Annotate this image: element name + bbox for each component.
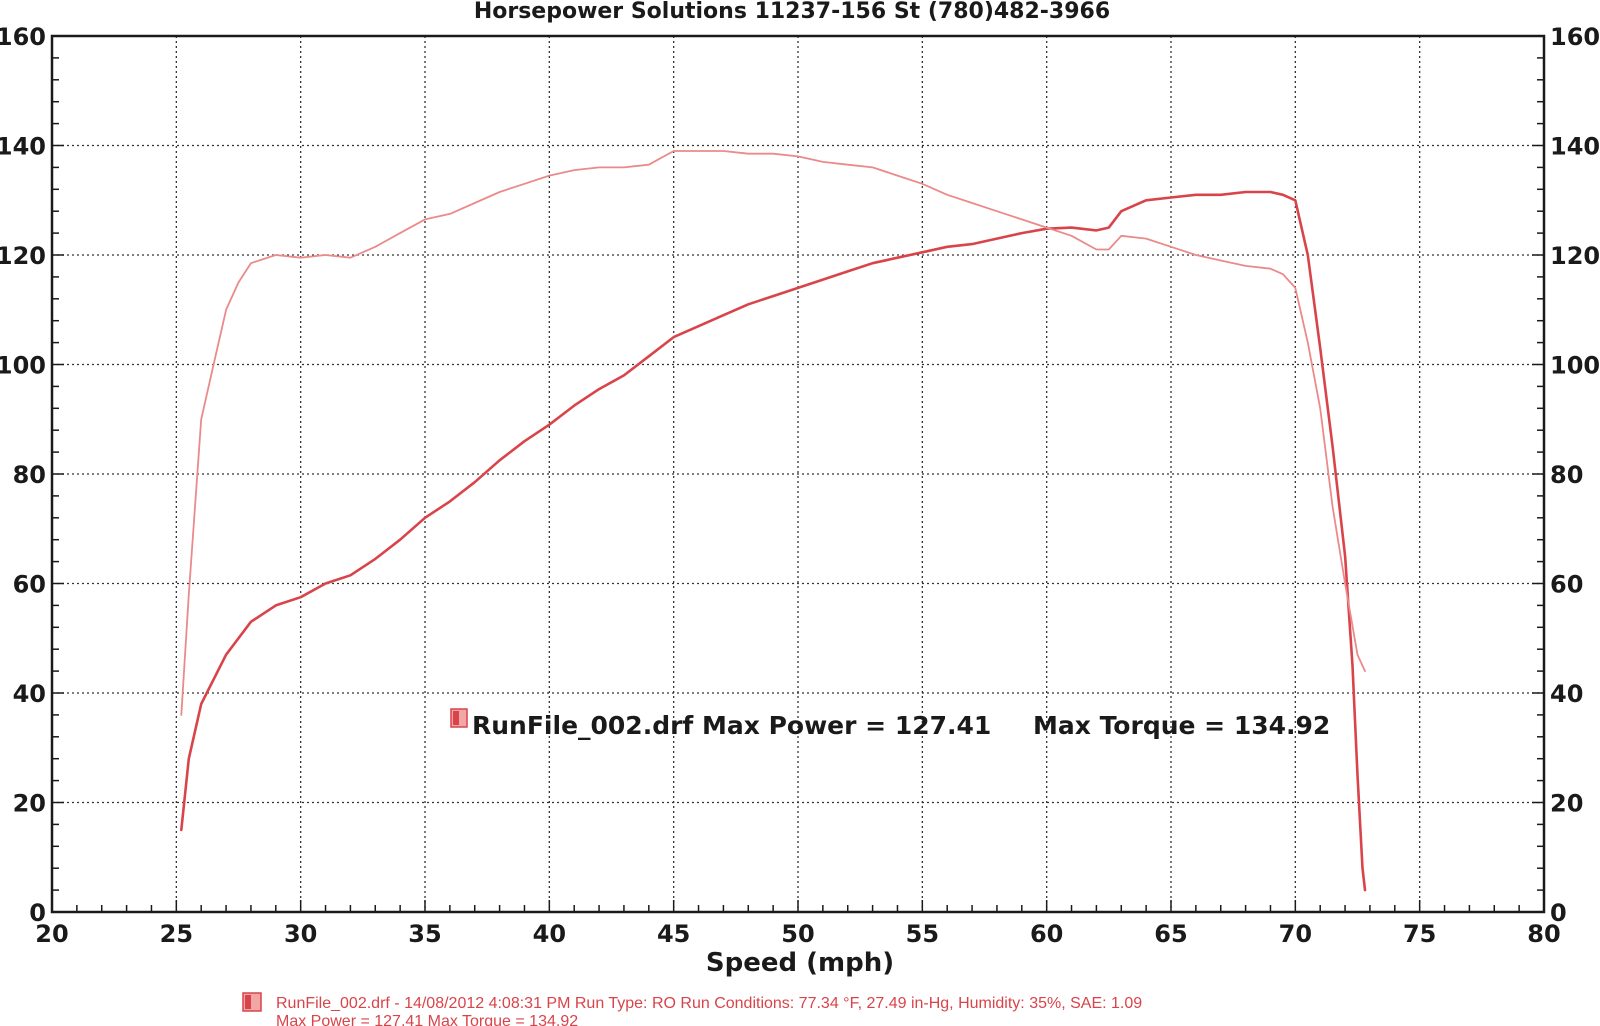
- x-tick-label: 55: [906, 920, 939, 948]
- y-tick-label-right: 140: [1550, 133, 1600, 161]
- y-tick-label-left: 140: [0, 133, 46, 161]
- y-tick-label-left: 120: [0, 242, 46, 270]
- series-line-power: [180, 190, 1367, 892]
- x-tick-label: 40: [533, 920, 566, 948]
- y-tick-label-right: 80: [1550, 461, 1583, 489]
- y-tick-label-right: 0: [1550, 899, 1567, 927]
- y-tick-label-right: 120: [1550, 242, 1600, 270]
- x-axis-label: Speed (mph): [706, 948, 894, 978]
- footer-run-info: RunFile_002.drf - 14/08/2012 4:08:31 PM …: [276, 995, 1142, 1012]
- x-tick-label: 75: [1403, 920, 1436, 948]
- y-tick-label-right: 40: [1550, 680, 1583, 708]
- y-tick-label-left: 20: [13, 790, 46, 818]
- plot-frame: [50, 34, 1546, 914]
- x-tick-label: 30: [284, 920, 317, 948]
- x-tick-label: 50: [781, 920, 814, 948]
- x-tick-label: 20: [35, 920, 68, 948]
- x-tick-label: 80: [1527, 920, 1560, 948]
- y-tick-label-left: 80: [13, 461, 46, 489]
- x-tick-label: 35: [408, 920, 441, 948]
- grid: [52, 36, 1544, 912]
- y-tick-label-right: 100: [1550, 352, 1600, 380]
- legend: RunFile_002.drf Max Power = 127.41 Max T…: [450, 708, 1330, 740]
- y-tick-label-left: 160: [0, 23, 46, 51]
- legend-label-power: RunFile_002.drf Max Power = 127.41: [472, 711, 991, 740]
- x-tick-label: 45: [657, 920, 690, 948]
- footer: RunFile_002.drf - 14/08/2012 4:08:31 PM …: [242, 992, 1142, 1026]
- y-tick-label-right: 60: [1550, 571, 1583, 599]
- y-tick-labels-right: 0 20 40 60 80 100 120 140 160: [1550, 23, 1600, 927]
- y-tick-label-left: 60: [13, 571, 46, 599]
- series-layer: [180, 150, 1367, 892]
- y-tick-label-right: 20: [1550, 790, 1583, 818]
- y-tick-label-right: 160: [1550, 23, 1600, 51]
- series-line-torque: [180, 150, 1366, 716]
- chart-title: Horsepower Solutions 11237-156 St (780)4…: [474, 0, 1110, 24]
- y-tick-label-left: 100: [0, 352, 46, 380]
- legend-label-torque: Max Torque = 134.92: [1033, 711, 1330, 740]
- legend-swatch-shade: [453, 711, 459, 725]
- y-tick-label-left: 0: [29, 899, 46, 927]
- y-tick-label-left: 40: [13, 680, 46, 708]
- x-tick-label: 70: [1279, 920, 1312, 948]
- y-tick-labels-left: 0 20 40 60 80 100 120 140 160: [0, 23, 46, 927]
- x-tick-label: 65: [1154, 920, 1187, 948]
- x-tick-label: 60: [1030, 920, 1063, 948]
- x-tick-labels: 20 25 30 35 40 45 50 55 60 65 70 75 80: [35, 920, 1560, 948]
- footer-swatch-shade: [245, 995, 251, 1009]
- x-tick-label: 25: [160, 920, 193, 948]
- footer-max-values: Max Power = 127.41 Max Torque = 134.92: [276, 1013, 578, 1026]
